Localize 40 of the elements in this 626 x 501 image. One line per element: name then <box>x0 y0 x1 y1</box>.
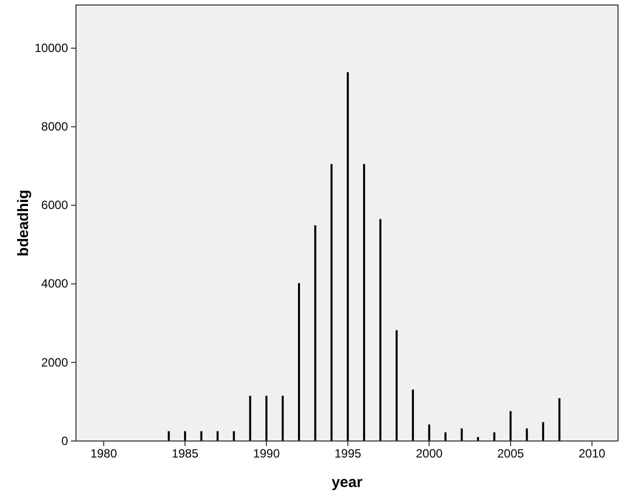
bar <box>330 164 333 441</box>
x-tick-label: 1990 <box>253 446 280 461</box>
x-tick-label: 1985 <box>172 446 199 461</box>
y-tick-label: 8000 <box>41 120 68 134</box>
x-tick-label: 1995 <box>334 446 362 461</box>
bar <box>184 431 186 441</box>
bar <box>542 422 544 441</box>
bar <box>493 432 496 441</box>
x-tick-label: 2000 <box>416 446 443 461</box>
x-axis-title: year <box>332 474 363 491</box>
bar <box>314 225 316 441</box>
y-tick-label: 6000 <box>41 198 68 212</box>
bar <box>460 428 463 441</box>
bar <box>363 164 366 441</box>
bar <box>200 431 202 441</box>
bar <box>168 431 170 441</box>
bar <box>558 398 560 441</box>
bar <box>298 283 300 441</box>
bar <box>379 219 382 441</box>
bar <box>444 432 446 441</box>
bar <box>346 72 349 441</box>
bar <box>428 424 430 441</box>
x-tick-label: 1980 <box>90 446 118 461</box>
y-tick-label: 10000 <box>34 41 68 56</box>
y-tick-label: 0 <box>61 434 68 448</box>
bar <box>232 431 235 441</box>
bar <box>510 411 512 441</box>
bar <box>249 396 252 441</box>
bar <box>396 330 398 441</box>
y-tick-label: 4000 <box>41 276 68 291</box>
x-tick-label: 2005 <box>497 446 524 461</box>
y-tick-label: 2000 <box>41 355 68 370</box>
bar <box>477 437 480 441</box>
bar <box>265 396 268 441</box>
bar <box>282 396 284 441</box>
bar <box>216 431 219 441</box>
bar <box>526 428 528 441</box>
y-axis-title: bdeadhig <box>15 190 32 256</box>
x-tick-label: 2010 <box>578 446 606 461</box>
bar <box>412 390 414 441</box>
